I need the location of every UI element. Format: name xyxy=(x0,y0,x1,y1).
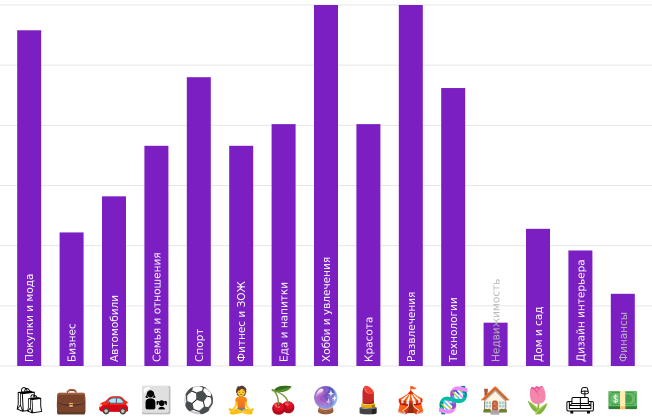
soccer-ball-icon: ⚽ xyxy=(182,385,215,416)
bar-label: Фитнес и ЗОЖ xyxy=(236,280,248,362)
bar xyxy=(59,232,84,366)
bar-label: Еда и напитки xyxy=(279,282,291,362)
bar xyxy=(144,145,169,366)
bar-label: Спорт xyxy=(194,329,206,362)
car-icon: 🚗 xyxy=(98,386,130,416)
bar xyxy=(483,322,508,366)
bar xyxy=(102,196,126,366)
tulip-icon: 🌷 xyxy=(522,385,554,416)
lipstick-icon: 💄 xyxy=(352,384,384,416)
bar xyxy=(186,77,211,366)
bar xyxy=(441,88,466,366)
bar-label: Хобби и увлечения xyxy=(321,257,333,362)
circus-tent-icon: 🎪 xyxy=(395,385,427,416)
bar-label: Дом и сад xyxy=(533,306,545,362)
bars xyxy=(17,5,635,367)
bar xyxy=(610,293,635,366)
money-icon: 💵 xyxy=(607,386,639,416)
crystal-ball-icon: 🔮 xyxy=(310,385,342,416)
bar xyxy=(271,124,296,366)
bar-label: Финансы xyxy=(618,312,630,362)
bar xyxy=(229,145,254,366)
bar-label: Семья и отношения xyxy=(151,252,163,362)
bar xyxy=(314,5,338,366)
bar-label: Развлечения xyxy=(406,292,418,362)
bar-label: Технологии xyxy=(448,297,460,363)
dna-icon: 🧬 xyxy=(437,384,469,416)
bar-label: Недвижимость xyxy=(491,279,503,362)
house-icon: 🏠 xyxy=(479,386,511,416)
bar xyxy=(398,5,423,366)
category-icons: 🛍 💼 🚗 👩‍👧 ⚽ 🧘 🍒 🔮 💄 🎪 🧬 🏠 🌷 🛋 💵 xyxy=(13,384,639,416)
yoga-icon: 🧘 xyxy=(225,385,257,416)
briefcase-icon: 💼 xyxy=(55,386,87,416)
bar xyxy=(526,228,550,366)
bar-label: Дизайн интерьера xyxy=(575,259,587,362)
family-icon: 👩‍👧 xyxy=(140,385,172,416)
bar xyxy=(356,124,381,366)
bar-label: Красота xyxy=(363,317,375,362)
bar xyxy=(17,30,42,367)
bar-label: Покупки и мода xyxy=(24,274,36,362)
shopping-bags-icon: 🛍 xyxy=(13,386,46,416)
bar-labels: Покупки и мода Бизнес Автомобили Семья и от… xyxy=(24,252,630,363)
cherries-icon: 🍒 xyxy=(267,385,299,416)
sofa-icon: 🛋 xyxy=(564,386,597,416)
bar-label: Бизнес xyxy=(67,323,79,362)
bar xyxy=(568,250,593,366)
bar-label: Автомобили xyxy=(109,295,121,362)
